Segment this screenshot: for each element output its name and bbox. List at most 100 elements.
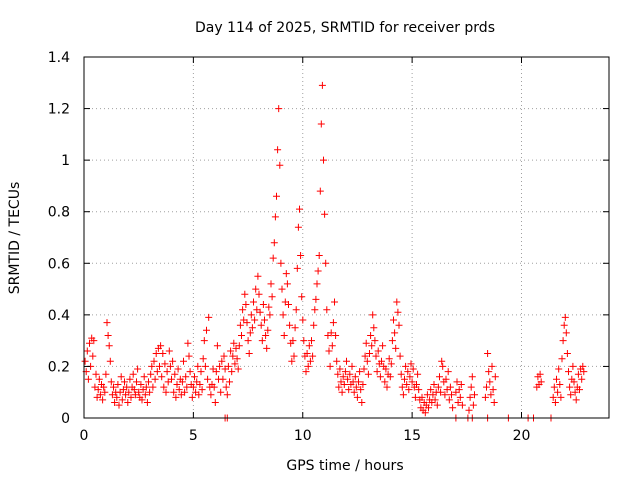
data-point — [448, 391, 455, 399]
data-point — [334, 370, 342, 378]
data-point — [345, 386, 353, 394]
data-point — [355, 378, 362, 386]
data-point — [341, 368, 349, 376]
data-point — [382, 365, 390, 373]
data-point — [207, 391, 215, 399]
data-point — [351, 373, 359, 381]
data-point — [358, 399, 366, 406]
data-point — [270, 239, 278, 247]
data-point — [156, 362, 163, 370]
y-tick-label: 1 — [61, 153, 70, 169]
data-point — [101, 388, 109, 396]
data-point — [551, 399, 559, 406]
data-point — [275, 105, 283, 113]
data-point — [490, 399, 498, 406]
data-point — [405, 386, 413, 394]
data-point — [485, 368, 493, 376]
data-point — [245, 350, 253, 357]
data-point — [370, 324, 378, 332]
y-tick-label: 0.2 — [48, 359, 70, 375]
data-point — [352, 383, 360, 391]
data-point — [340, 381, 348, 388]
data-point — [99, 396, 107, 404]
data-point — [392, 344, 400, 352]
data-point — [386, 373, 394, 381]
data-point — [257, 321, 265, 329]
data-point — [188, 393, 196, 401]
data-point — [268, 293, 276, 301]
y-tick-label: 0.6 — [48, 256, 70, 272]
data-point — [165, 347, 173, 355]
data-point — [94, 386, 102, 394]
data-point — [467, 383, 475, 391]
data-point — [578, 375, 586, 383]
data-point — [143, 399, 151, 406]
data-point — [141, 391, 149, 399]
x-axis-label: GPS time / hours — [286, 458, 403, 474]
y-tick-label: 0.8 — [48, 205, 70, 221]
data-point — [299, 316, 307, 324]
data-point — [233, 355, 241, 363]
data-point — [569, 362, 577, 370]
data-point — [536, 370, 544, 378]
grid-lines — [84, 57, 609, 418]
data-points — [81, 81, 588, 422]
data-point — [554, 388, 562, 396]
data-point — [431, 396, 439, 404]
data-point — [306, 357, 314, 365]
data-point — [84, 375, 92, 383]
data-point — [454, 399, 462, 406]
data-point — [184, 339, 192, 347]
data-point — [580, 368, 588, 376]
data-point — [487, 391, 495, 399]
data-point — [282, 270, 290, 278]
data-point — [566, 383, 574, 391]
data-point — [409, 365, 417, 373]
data-point — [271, 213, 279, 221]
data-point — [161, 360, 169, 368]
data-point — [118, 396, 126, 404]
data-point — [183, 383, 191, 391]
data-point — [343, 357, 350, 365]
data-point — [427, 386, 435, 394]
data-point — [379, 342, 387, 350]
data-point — [381, 378, 389, 386]
data-point — [403, 381, 411, 388]
data-point — [333, 357, 341, 365]
data-point — [469, 401, 477, 409]
data-point — [399, 391, 407, 399]
data-point — [263, 344, 271, 352]
data-point — [115, 401, 123, 409]
data-point — [362, 339, 370, 347]
data-point — [137, 381, 145, 388]
data-point — [290, 352, 298, 360]
data-point — [83, 347, 91, 355]
data-point — [317, 120, 325, 128]
data-point — [100, 383, 108, 391]
data-point — [418, 393, 426, 401]
data-point — [385, 355, 393, 363]
data-point — [329, 319, 337, 327]
data-point — [360, 365, 368, 373]
data-point — [103, 319, 111, 327]
data-point — [292, 306, 300, 314]
data-point — [106, 357, 114, 365]
data-point — [166, 362, 174, 370]
data-point — [442, 375, 450, 383]
data-point — [335, 383, 343, 391]
data-point — [430, 381, 438, 388]
data-point — [394, 308, 402, 316]
data-point — [203, 326, 210, 334]
data-point — [291, 324, 299, 332]
data-point — [456, 393, 464, 401]
data-point — [396, 352, 404, 360]
data-point — [148, 362, 156, 370]
data-point — [251, 316, 259, 324]
data-point — [471, 391, 478, 399]
data-point — [255, 290, 263, 298]
data-point — [553, 375, 560, 383]
data-point — [201, 362, 209, 370]
data-point — [303, 350, 311, 357]
data-point — [197, 368, 205, 376]
